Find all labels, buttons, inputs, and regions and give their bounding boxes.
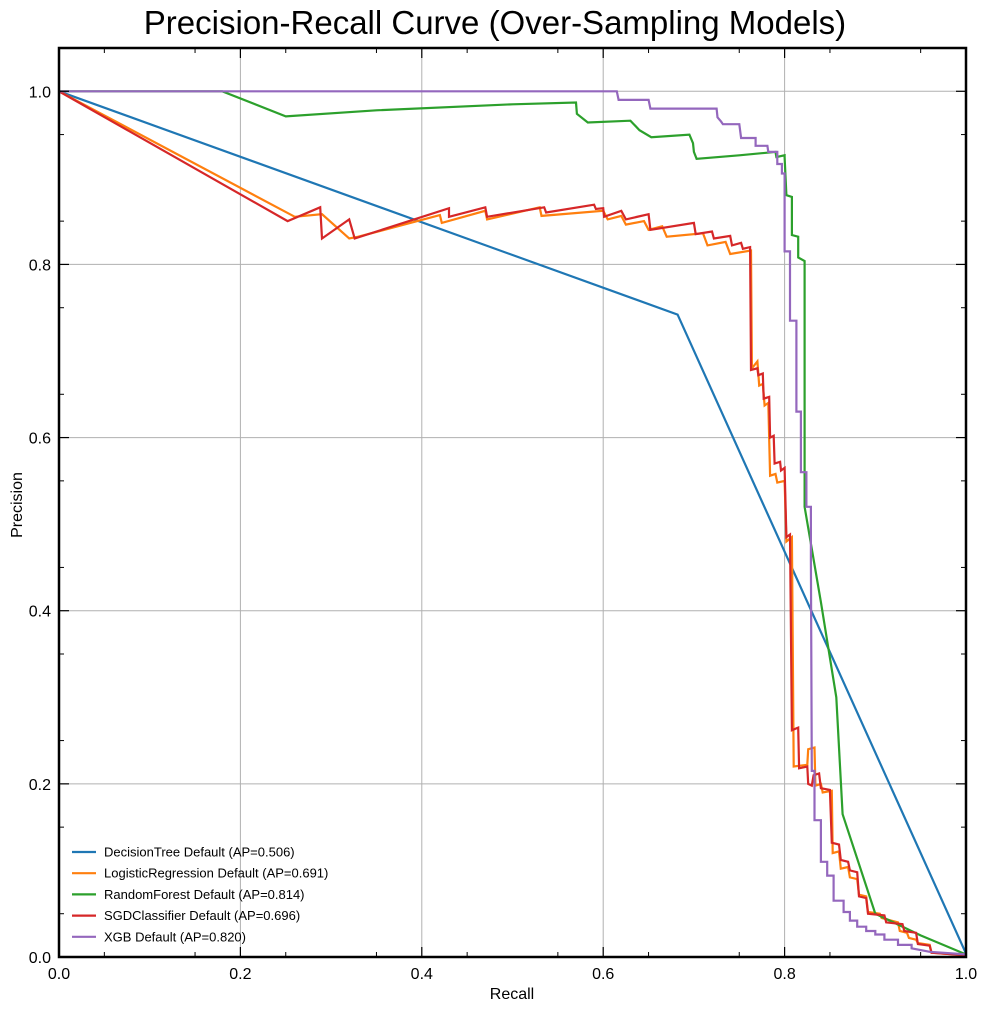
y-tick-label: 1.0 [29, 84, 51, 101]
series-line-4 [59, 90, 966, 956]
x-tick-label: 0.0 [48, 966, 70, 983]
y-tick-label: 0.2 [29, 777, 51, 794]
x-tick-label: 1.0 [955, 966, 977, 983]
legend-entry-1: LogisticRegression Default (AP=0.691) [104, 866, 328, 881]
y-tick-label: 0.6 [29, 431, 51, 448]
legend-entry-3: SGDClassifier Default (AP=0.696) [104, 908, 300, 923]
plot-frame [57, 46, 968, 959]
y-tick-label: 0.4 [29, 604, 51, 621]
legend: DecisionTree Default (AP=0.506) LogisticR… [72, 845, 328, 944]
x-tick-label: 0.4 [411, 966, 433, 983]
x-tick-label: 0.2 [229, 966, 251, 983]
series-line-1 [59, 90, 966, 957]
series-line-3 [59, 90, 966, 957]
x-axis-label: Recall [490, 986, 534, 1003]
y-axis-label: Precision [9, 472, 26, 538]
y-tick-label: 0.0 [29, 950, 51, 967]
legend-entry-4: XGB Default (AP=0.820) [104, 929, 246, 944]
x-tick-label: 0.6 [592, 966, 614, 983]
axes: 0.0 0.2 0.4 0.6 0.8 1.0 0.0 0.2 0.4 0.6 0.8 1.0 [29, 46, 977, 983]
x-tick-label: 0.8 [773, 966, 795, 983]
series-line-2 [59, 90, 966, 956]
legend-entry-0: DecisionTree Default (AP=0.506) [104, 845, 295, 860]
chart-title: Precision-Recall Curve (Over-Sampling Mo… [144, 4, 846, 41]
series-line-0 [59, 90, 966, 954]
plot-area [59, 90, 966, 957]
y-tick-label: 0.8 [29, 257, 51, 274]
legend-entry-2: RandomForest Default (AP=0.814) [104, 887, 305, 902]
